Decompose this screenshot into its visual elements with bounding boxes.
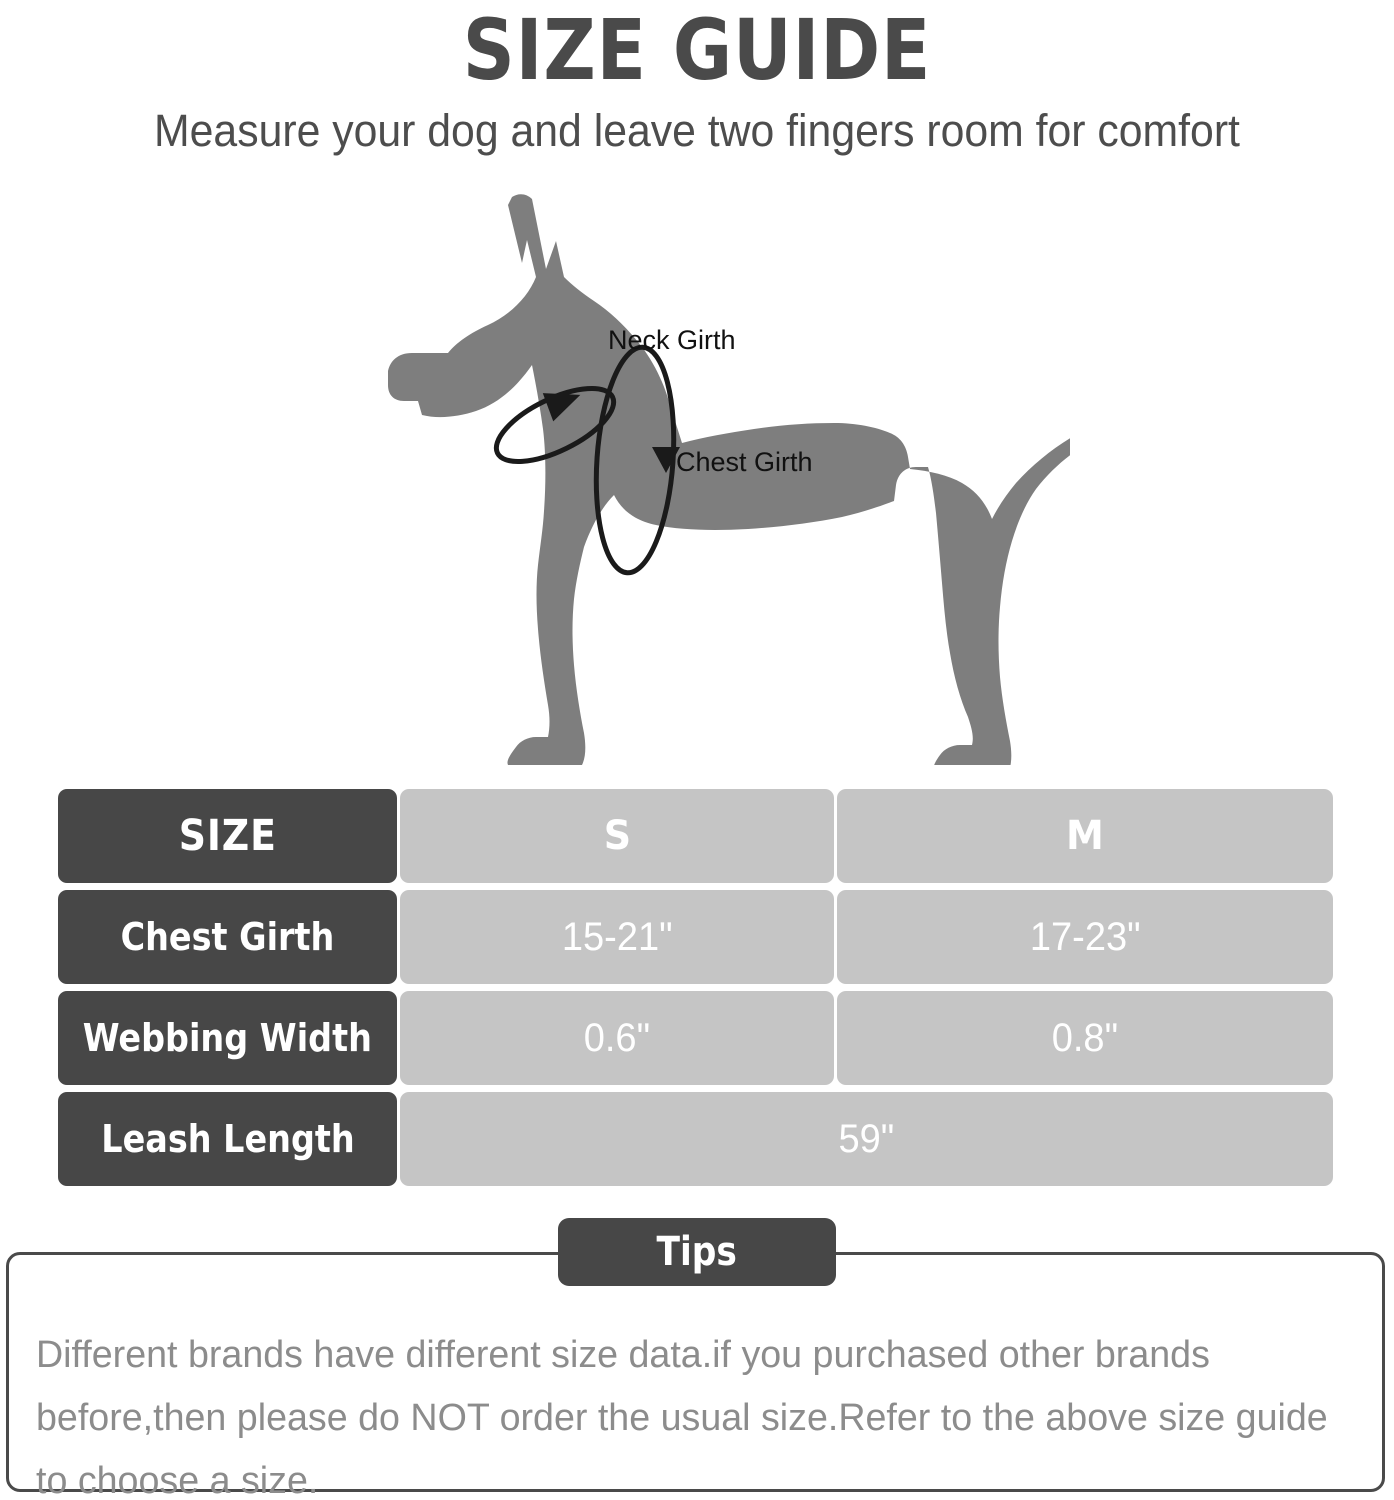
table-row-chest-girth: Chest Girth 15-21" 17-23" bbox=[58, 890, 1333, 984]
dog-silhouette-svg bbox=[388, 194, 1070, 765]
header: SIZE GUIDE Measure your dog and leave tw… bbox=[0, 0, 1394, 158]
column-header-s: S bbox=[400, 789, 834, 883]
table-row-leash-length: Leash Length 59" bbox=[58, 1092, 1333, 1186]
chest-girth-ring-icon bbox=[593, 344, 680, 576]
cell-leash-length-merged: 59" bbox=[400, 1092, 1333, 1186]
chest-girth-label: Chest Girth bbox=[676, 447, 813, 477]
row-label-leash-length: Leash Length bbox=[58, 1092, 397, 1186]
cell-chest-girth-s: 15-21" bbox=[400, 890, 834, 984]
neck-girth-label: Neck Girth bbox=[608, 325, 736, 355]
page-subtitle: Measure your dog and leave two fingers r… bbox=[154, 105, 1240, 156]
row-label-size: SIZE bbox=[58, 789, 397, 883]
table-row-size: SIZE S M bbox=[58, 789, 1333, 883]
cell-webbing-width-s: 0.6" bbox=[400, 991, 834, 1085]
tips-body-text: Different brands have different size dat… bbox=[36, 1334, 1328, 1500]
dog-measurement-diagram: Neck Girth Chest Girth bbox=[330, 185, 1070, 765]
table-row-webbing-width: Webbing Width 0.6" 0.8" bbox=[58, 991, 1333, 1085]
neck-girth-ring-icon bbox=[493, 385, 617, 465]
row-label-chest-girth: Chest Girth bbox=[58, 890, 397, 984]
tips-box bbox=[6, 1252, 1385, 1492]
tips-tab-label: Tips bbox=[656, 1229, 738, 1275]
cell-webbing-width-m: 0.8" bbox=[837, 991, 1333, 1085]
tips-section: Tips Different brands have different siz… bbox=[6, 1218, 1386, 1500]
size-table: SIZE S M Chest Girth 15-21" 17-23" Webbi… bbox=[58, 789, 1333, 1193]
page-title: SIZE GUIDE bbox=[462, 1, 932, 99]
column-header-m: M bbox=[837, 789, 1333, 883]
dog-silhouette-icon bbox=[388, 194, 1070, 765]
row-label-webbing-width: Webbing Width bbox=[58, 991, 397, 1085]
cell-chest-girth-m: 17-23" bbox=[837, 890, 1333, 984]
tips-tab: Tips bbox=[558, 1218, 836, 1286]
